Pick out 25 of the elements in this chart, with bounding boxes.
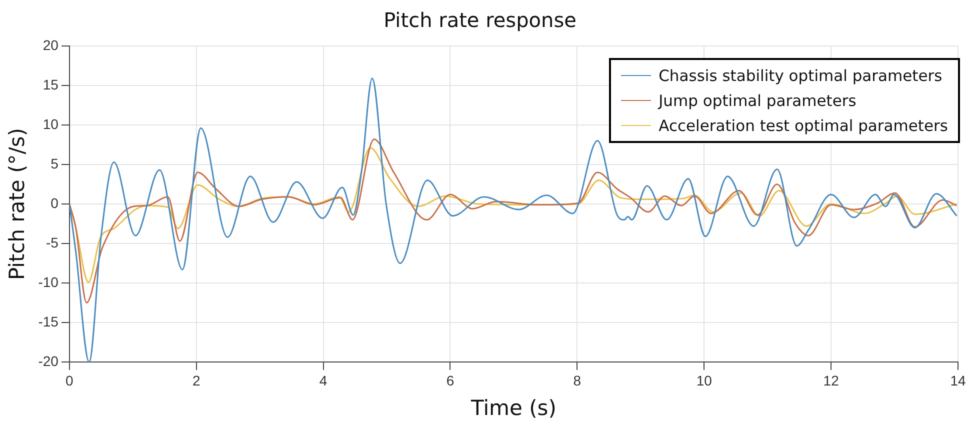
x-axis-title: Time (s) xyxy=(470,396,556,420)
line-series xyxy=(69,138,958,304)
line-series xyxy=(69,147,958,283)
y-tick-label: -10 xyxy=(38,274,59,290)
legend-label: Chassis stability optimal parameters xyxy=(658,66,942,84)
legend-label: Jump optimal parameters xyxy=(658,92,856,110)
x-tick-label: 10 xyxy=(696,372,712,388)
y-tick-label: -5 xyxy=(46,234,59,250)
x-tick-label: 2 xyxy=(192,372,200,388)
chart-title: Pitch rate response xyxy=(384,8,576,32)
x-tick-label: 12 xyxy=(823,372,840,388)
y-tick-label: 10 xyxy=(42,116,59,132)
y-tick-label: 5 xyxy=(50,155,59,172)
x-tick-label: 8 xyxy=(573,372,582,388)
y-tick-label: 20 xyxy=(42,36,59,53)
x-tick-label: 4 xyxy=(319,372,328,388)
y-tick-label: 0 xyxy=(50,194,59,211)
x-tick-label: 6 xyxy=(446,372,454,388)
x-tick-label: 0 xyxy=(66,372,74,388)
y-tick-label: -15 xyxy=(38,313,59,330)
y-tick-label: -20 xyxy=(38,352,59,369)
legend-label: Acceleration test optimal parameters xyxy=(658,116,948,134)
y-axis-title: Pitch rate (°/s) xyxy=(5,128,30,280)
y-tick-label: 15 xyxy=(42,76,59,92)
x-tick-label: 14 xyxy=(950,372,966,388)
